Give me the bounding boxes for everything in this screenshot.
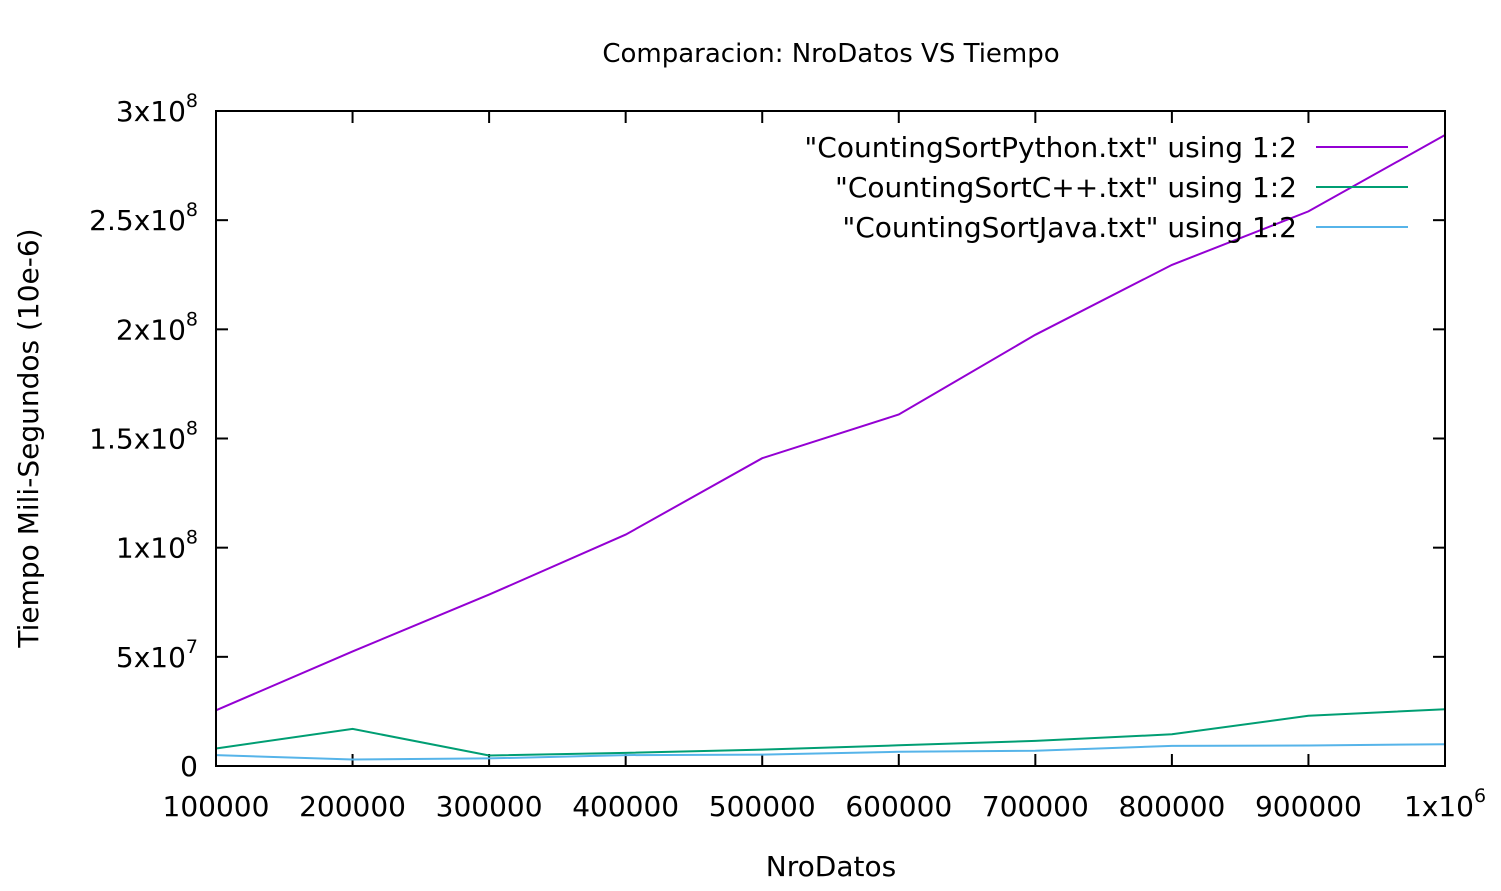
x-tick-label: 300000 (436, 790, 543, 823)
y-tick-label: 2x108 (116, 308, 198, 346)
legend: "CountingSortPython.txt" using 1:2 "Count… (804, 131, 1408, 244)
x-axis-label: NroDatos (766, 850, 896, 883)
y-tick-label: 0 (180, 750, 198, 783)
legend-label-2: "CountingSortJava.txt" using 1:2 (842, 211, 1297, 244)
chart-title: Comparacion: NroDatos VS Tiempo (602, 39, 1059, 69)
legend-label-0: "CountingSortPython.txt" using 1:2 (804, 131, 1297, 164)
legend-label-1: "CountingSortC++.txt" using 1:2 (835, 171, 1297, 204)
y-tick-label: 2.5x108 (89, 199, 198, 237)
x-tick-label: 800000 (1118, 790, 1225, 823)
y-tick-label: 3x108 (116, 90, 198, 128)
y-tick-label: 5x107 (116, 636, 198, 674)
x-tick-label: 1x106 (1404, 785, 1486, 823)
plot-frame (215, 110, 1446, 767)
x-tick-label: 700000 (982, 790, 1089, 823)
y-axis-label: Tiempo Mili-Segundos (10e-6) (12, 228, 45, 648)
series-line-2 (215, 743, 1446, 761)
ticks-layer: 100000 200000 300000 400000 500000 600000 7000… (89, 90, 1486, 823)
x-tick-label: 100000 (163, 790, 270, 823)
y-tick-label: 1.5x108 (89, 418, 198, 456)
x-tick-label: 200000 (299, 790, 406, 823)
y-tick-label: 1x108 (116, 527, 198, 565)
x-tick-label: 900000 (1255, 790, 1362, 823)
series-line-1 (215, 708, 1446, 757)
x-tick-label: 600000 (845, 790, 952, 823)
series-layer (215, 134, 1446, 761)
series-line-0 (215, 134, 1446, 712)
x-tick-label: 500000 (709, 790, 816, 823)
x-tick-label: 400000 (572, 790, 679, 823)
